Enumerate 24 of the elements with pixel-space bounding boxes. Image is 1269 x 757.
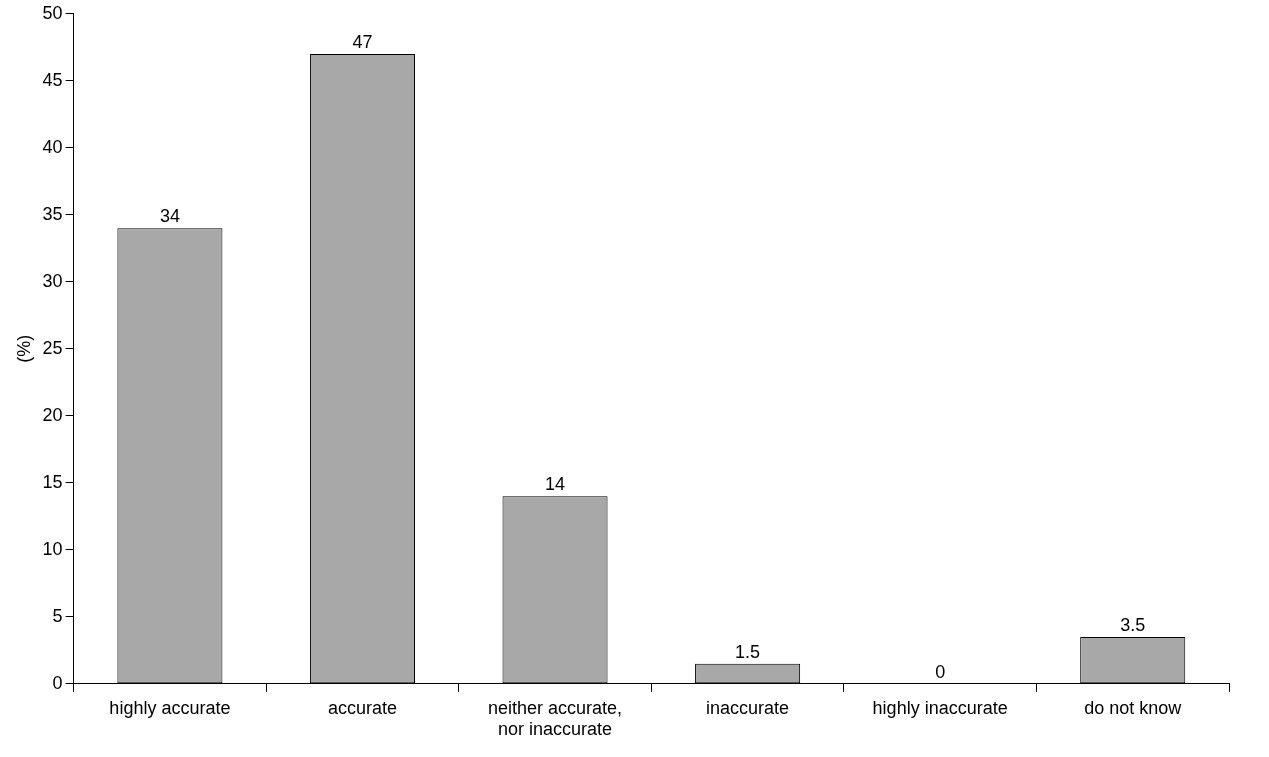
y-tick-label: 25 <box>42 337 63 358</box>
x-tick-label: neither accurate, nor inaccurate <box>487 697 623 740</box>
data-label: 47 <box>352 31 373 52</box>
y-tick-label: 30 <box>42 270 63 291</box>
data-label: 0 <box>935 661 946 682</box>
y-tick-label: 40 <box>42 136 63 157</box>
y-tick-label: 35 <box>42 203 63 224</box>
y-tick-label: 20 <box>42 404 63 425</box>
y-axis-title: (%) <box>13 334 34 363</box>
x-tick-label: inaccurate <box>706 697 790 718</box>
x-tick-label: do not know <box>1084 697 1183 718</box>
y-tick-label: 45 <box>42 69 63 90</box>
data-label: 14 <box>545 474 566 495</box>
data-label: 1.5 <box>735 641 761 662</box>
x-tick-label: highly accurate <box>109 697 231 718</box>
y-tick-label: 10 <box>42 538 63 559</box>
y-tick-label: 15 <box>42 471 63 492</box>
data-label: 3.5 <box>1120 614 1146 635</box>
y-tick-label: 0 <box>52 672 63 693</box>
x-tick-label: highly inaccurate <box>872 697 1008 718</box>
y-tick-label: 5 <box>52 605 63 626</box>
y-tick-label: 50 <box>42 2 63 23</box>
data-label: 34 <box>159 206 180 227</box>
x-tick-label: accurate <box>327 697 397 718</box>
